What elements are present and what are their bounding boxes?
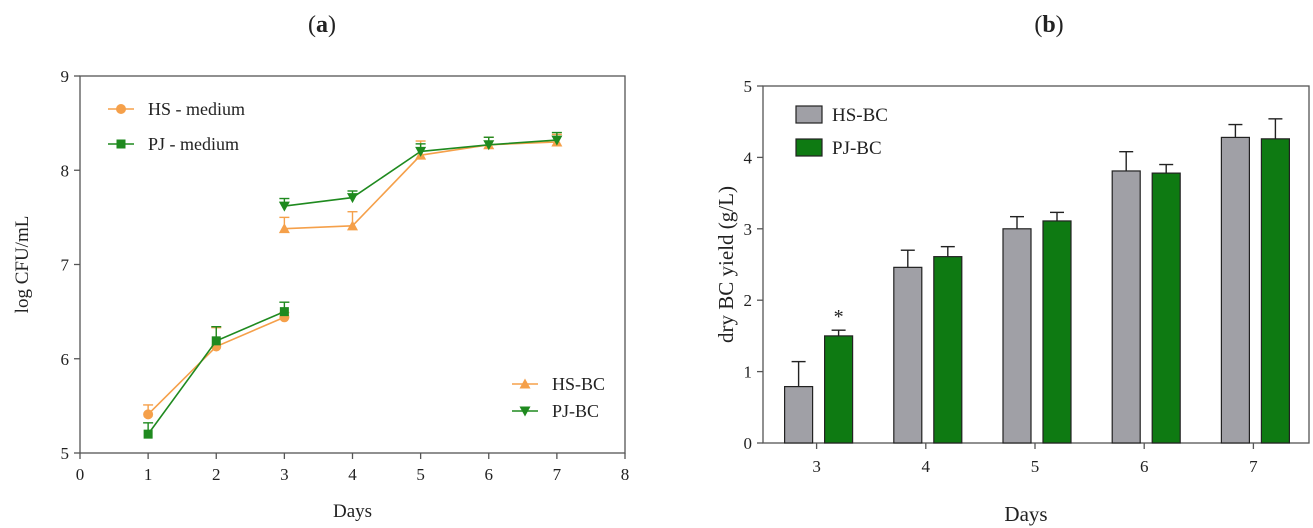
legend-label: PJ-BC	[832, 138, 882, 159]
x-tick-label: 4	[348, 465, 357, 484]
y-tick-label: 7	[61, 256, 70, 275]
x-tick-label: 7	[553, 465, 562, 484]
legend-swatch	[795, 138, 823, 157]
legend-item: PJ-BC	[795, 138, 882, 159]
data-point	[278, 223, 290, 234]
line-chart-a: (a) 0 1 2 3 4 5 6 7 8 5 6 7 8 9 Days log CFU/mL HS - medi…	[12, 12, 630, 522]
panel-label: (b)	[1034, 12, 1063, 38]
x-tick-label: 8	[621, 465, 630, 484]
legend-marker	[519, 378, 531, 389]
bar-group	[1151, 163, 1181, 444]
legend-label: HS-BC	[552, 374, 605, 394]
bar-pj-bc	[824, 335, 854, 444]
bar-group	[1260, 118, 1291, 444]
data-point	[211, 336, 221, 346]
y-tick-label: 6	[61, 350, 70, 369]
bar-pj-bc	[1151, 172, 1181, 444]
plot-frame	[79, 75, 626, 454]
x-tick-label: 5	[416, 465, 425, 484]
y-tick-label: 2	[744, 291, 753, 310]
data-point	[347, 193, 358, 204]
y-axis-label: log CFU/mL	[12, 216, 33, 314]
legend-label: PJ-BC	[552, 401, 599, 421]
data-point	[483, 140, 495, 151]
significance-annotation: *	[834, 306, 844, 328]
legend-item: HS - medium	[108, 99, 245, 119]
bar-group	[1220, 123, 1251, 444]
data-point	[278, 201, 290, 212]
legend-label: HS - medium	[148, 99, 245, 119]
legend-item: PJ-BC	[512, 401, 599, 421]
bar-hs-bc	[1220, 136, 1251, 444]
plot-frame	[762, 85, 1310, 444]
legend-swatch	[795, 105, 823, 124]
line-chart-panel-a: (a) 0 1 2 3 4 5 6 7 8 5 6 7 8 9 Days log CFU/mL HS - medi…	[0, 0, 650, 528]
legend-label: PJ - medium	[148, 134, 239, 154]
data-point	[143, 409, 154, 420]
bar-group	[893, 249, 923, 444]
data-point	[279, 307, 289, 317]
legend-item: HS-BC	[795, 105, 888, 126]
x-tick-label: 3	[280, 465, 289, 484]
bar-hs-bc	[1111, 170, 1141, 444]
bar-group	[933, 245, 963, 444]
bar-group	[1111, 150, 1141, 444]
x-tick-label: 3	[812, 457, 821, 476]
x-tick-label: 6	[1140, 457, 1149, 476]
legend-marker	[116, 104, 126, 114]
y-tick-label: 0	[744, 434, 753, 453]
bar-hs-bc	[784, 385, 814, 444]
bar-chart-b: (b) 0 1 2 3 4 5 3 4 5 6 7 * Days dry BC yield (g/L) HS-…	[714, 12, 1310, 526]
bar-group	[784, 360, 814, 444]
legend-item: HS-BC	[512, 374, 605, 394]
data-point	[415, 146, 427, 157]
bar-group	[1002, 215, 1032, 444]
legend-item: PJ - medium	[108, 134, 239, 154]
bar-group	[824, 329, 854, 444]
legend-marker	[519, 406, 531, 417]
y-axis-label: dry BC yield (g/L)	[714, 186, 738, 343]
x-tick-label: 5	[1031, 457, 1040, 476]
x-axis-label: Days	[333, 501, 372, 522]
bar-group	[1042, 211, 1072, 444]
x-tick-label: 0	[76, 465, 85, 484]
x-tick-label: 6	[485, 465, 494, 484]
y-tick-label: 9	[61, 67, 70, 86]
y-tick-label: 4	[744, 148, 753, 167]
data-point	[551, 135, 563, 146]
y-tick-label: 1	[744, 363, 753, 382]
x-tick-label: 2	[212, 465, 221, 484]
y-tick-label: 5	[61, 444, 70, 463]
legend-label: HS-BC	[832, 105, 888, 126]
bar-hs-bc	[1002, 228, 1032, 444]
bar-pj-bc	[1260, 138, 1291, 444]
x-tick-label: 7	[1249, 457, 1258, 476]
series-pj-medium	[143, 301, 290, 439]
x-axis-label: Days	[1004, 502, 1047, 526]
data-point	[143, 429, 153, 439]
bar-pj-bc	[933, 256, 963, 444]
y-tick-label: 3	[744, 220, 753, 239]
y-tick-label: 5	[744, 77, 753, 96]
x-tick-label: 1	[144, 465, 153, 484]
panel-label: (a)	[308, 12, 336, 38]
bar-hs-bc	[893, 266, 923, 444]
series-pj-bc	[278, 131, 563, 212]
legend-marker	[116, 139, 126, 149]
y-tick-label: 8	[61, 161, 70, 180]
bar-chart-panel-b: (b) 0 1 2 3 4 5 3 4 5 6 7 * Days dry BC yield (g/L) HS-…	[650, 0, 1313, 528]
bar-pj-bc	[1042, 220, 1072, 444]
x-tick-label: 4	[922, 457, 931, 476]
data-point	[347, 220, 358, 231]
